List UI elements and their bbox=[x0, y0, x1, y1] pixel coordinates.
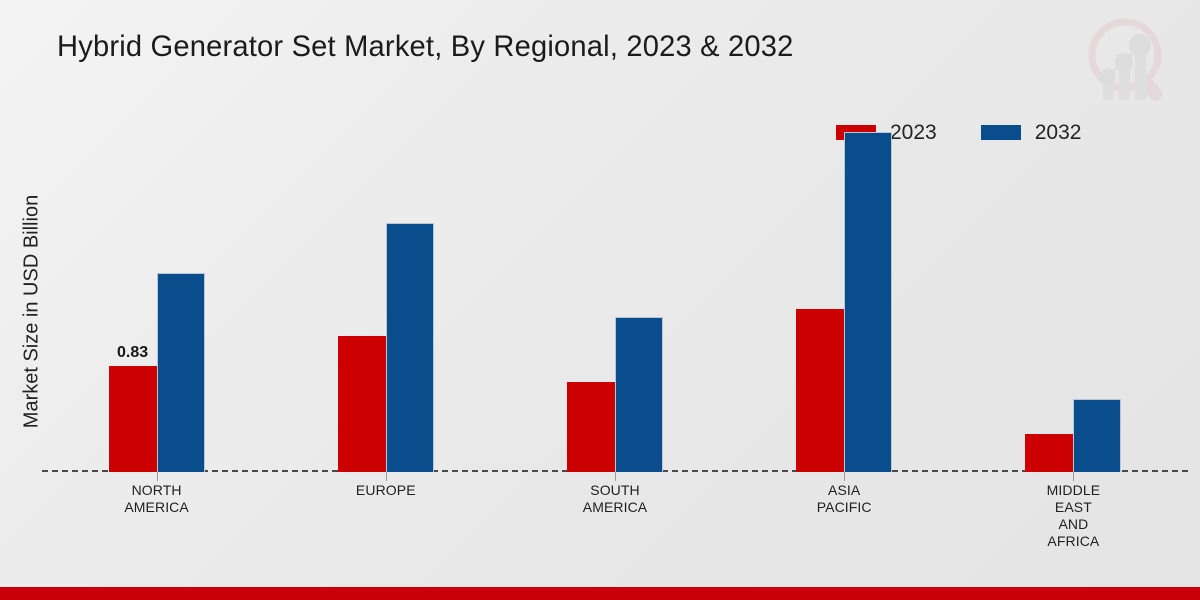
x-axis-tick bbox=[385, 472, 387, 481]
x-axis-label-line: MIDDLE bbox=[1046, 482, 1101, 498]
x-axis-label-asia-pacific: ASIA PACIFIC bbox=[744, 482, 944, 516]
chart-title: Hybrid Generator Set Market, By Regional… bbox=[57, 30, 794, 63]
legend-swatch-2032 bbox=[980, 124, 1021, 140]
legend-label-2032: 2032 bbox=[1034, 120, 1082, 144]
bar-2032-middle-east-and-africa[interactable] bbox=[1073, 399, 1122, 472]
x-axis-label-europe: EUROPE bbox=[286, 482, 486, 499]
x-axis-label-line: SOUTH bbox=[590, 482, 640, 498]
x-axis-label-middle-east-and-africa: MIDDLE EAST AND AFRICA bbox=[973, 482, 1173, 550]
bar-group: ASIA PACIFIC bbox=[796, 100, 893, 515]
bar-pair bbox=[337, 223, 434, 472]
x-axis-tick bbox=[156, 472, 158, 481]
x-axis-tick bbox=[844, 472, 846, 481]
y-axis-title: Market Size in USD Billion bbox=[20, 194, 43, 429]
watermark-logo-icon bbox=[1076, 8, 1182, 112]
bar-pair bbox=[567, 317, 663, 472]
x-axis-label-line: EAST bbox=[1054, 499, 1092, 515]
plot-area: 0.83 NORTH AMERICA EUROPE SOUTH AMERICA ASIA PA… bbox=[42, 100, 1188, 549]
legend-label-2023: 2023 bbox=[890, 120, 937, 144]
x-axis-label-north-america: NORTH AMERICA bbox=[57, 482, 257, 516]
x-axis-label-line: AFRICA bbox=[1047, 533, 1100, 549]
x-axis-label-line: EUROPE bbox=[355, 482, 416, 498]
bar-2032-north-america[interactable] bbox=[156, 273, 205, 472]
x-axis-label-line: AMERICA bbox=[124, 499, 189, 515]
bar-pair bbox=[108, 273, 205, 472]
x-axis-label-south-america: SOUTH AMERICA bbox=[515, 482, 715, 516]
bar-pair bbox=[1025, 399, 1122, 472]
bar-group: EUROPE bbox=[337, 100, 434, 498]
x-axis-label-line: AND bbox=[1058, 516, 1089, 532]
bar-pair bbox=[796, 132, 893, 472]
bar-2023-asia-pacific[interactable] bbox=[796, 309, 845, 472]
footer-accent-bar bbox=[0, 587, 1200, 600]
bar-group: MIDDLE EAST AND AFRICA bbox=[1025, 100, 1122, 549]
x-axis-label-line: ASIA bbox=[828, 482, 861, 498]
bar-2032-south-america[interactable] bbox=[615, 317, 663, 472]
bar-2023-europe[interactable] bbox=[337, 336, 386, 472]
bar-group: SOUTH AMERICA bbox=[567, 100, 663, 515]
bar-2023-middle-east-and-africa[interactable] bbox=[1025, 434, 1074, 472]
bar-value-label: 0.83 bbox=[117, 344, 149, 361]
x-axis-label-line: NORTH bbox=[131, 482, 182, 498]
x-axis-label-line: PACIFIC bbox=[816, 499, 872, 515]
bar-group: 0.83 NORTH AMERICA bbox=[108, 100, 205, 515]
x-axis-tick bbox=[1073, 472, 1075, 481]
x-axis-label-line: AMERICA bbox=[582, 499, 648, 515]
bar-2032-asia-pacific[interactable] bbox=[844, 132, 893, 472]
bar-2032-europe[interactable] bbox=[385, 223, 434, 472]
bar-2023-north-america[interactable] bbox=[108, 366, 157, 472]
x-axis-tick bbox=[615, 472, 616, 481]
legend-item-2032[interactable]: 2032 bbox=[980, 120, 1082, 144]
bar-2023-south-america[interactable] bbox=[567, 382, 615, 472]
